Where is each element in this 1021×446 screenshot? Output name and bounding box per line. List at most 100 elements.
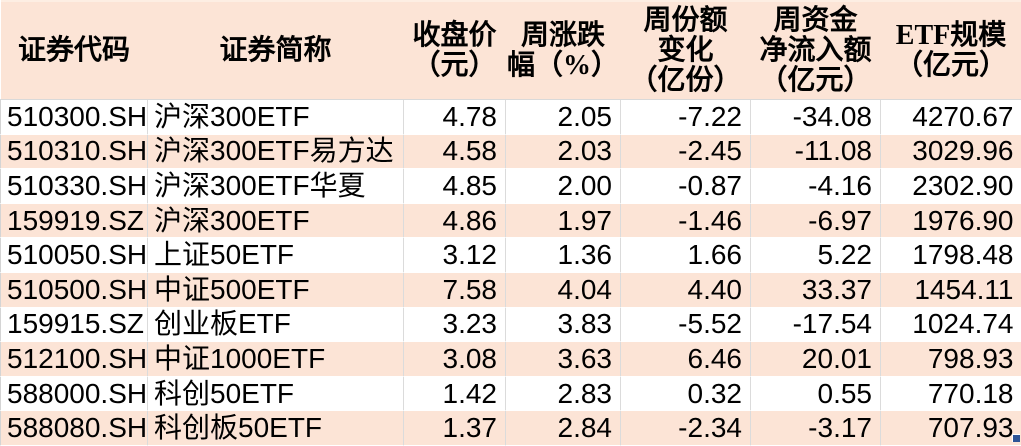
cell-weekly-change-pct[interactable]: 3.83 bbox=[506, 307, 621, 342]
cell-weekly-change-pct[interactable]: 2.00 bbox=[506, 169, 621, 204]
cell-weekly-net-inflow[interactable]: -17.54 bbox=[751, 307, 881, 342]
cell-close-price[interactable]: 3.23 bbox=[404, 307, 506, 342]
header-line: 收盘价 bbox=[404, 21, 506, 51]
cell-code[interactable]: 510050.SH bbox=[1, 238, 148, 273]
cell-name[interactable]: 沪深300ETF bbox=[148, 100, 404, 135]
cell-code[interactable]: 159919.SZ bbox=[1, 203, 148, 238]
cell-code[interactable]: 510310.SH bbox=[1, 134, 148, 169]
cell-name[interactable]: 上证50ETF bbox=[148, 238, 404, 273]
header-line: 周份额 bbox=[621, 6, 751, 36]
cell-etf-scale[interactable]: 798.93 bbox=[881, 342, 1021, 377]
cell-weekly-share-change[interactable]: 0.32 bbox=[621, 376, 751, 411]
cell-etf-scale[interactable]: 770.18 bbox=[881, 376, 1021, 411]
col-header-etf-scale[interactable]: ETF规模（亿元） bbox=[881, 1, 1021, 100]
col-header-code[interactable]: 证券代码 bbox=[1, 1, 148, 100]
cell-weekly-net-inflow[interactable]: 20.01 bbox=[751, 342, 881, 377]
cell-close-price[interactable]: 4.58 bbox=[404, 134, 506, 169]
cell-weekly-change-pct[interactable]: 2.03 bbox=[506, 134, 621, 169]
cell-weekly-share-change[interactable]: 1.66 bbox=[621, 238, 751, 273]
cell-close-price[interactable]: 7.58 bbox=[404, 272, 506, 307]
cell-code[interactable]: 588000.SH bbox=[1, 376, 148, 411]
cell-etf-scale[interactable]: 1798.48 bbox=[881, 238, 1021, 273]
header-line: 周涨跌 bbox=[506, 21, 621, 51]
header-line: 变化 bbox=[621, 36, 751, 66]
selection-fill-handle-icon[interactable] bbox=[1012, 434, 1020, 442]
cell-weekly-share-change[interactable]: -0.87 bbox=[621, 169, 751, 204]
cell-weekly-net-inflow[interactable]: -3.17 bbox=[751, 411, 881, 446]
cell-etf-scale[interactable]: 1024.74 bbox=[881, 307, 1021, 342]
header-row: 证券代码证券简称收盘价（元）周涨跌幅（%）周份额变化（亿份）周资金净流入额（亿元… bbox=[1, 1, 1021, 100]
header-line: （亿元） bbox=[881, 51, 1021, 81]
header-line: （元） bbox=[404, 51, 506, 81]
cell-close-price[interactable]: 4.86 bbox=[404, 203, 506, 238]
header-line: 幅（%） bbox=[506, 51, 621, 81]
cell-name[interactable]: 中证1000ETF bbox=[148, 342, 404, 377]
cell-weekly-share-change[interactable]: -1.46 bbox=[621, 203, 751, 238]
col-header-weekly-net-inflow[interactable]: 周资金净流入额（亿元） bbox=[751, 1, 881, 100]
cell-etf-scale[interactable]: 4270.67 bbox=[881, 100, 1021, 135]
cell-code[interactable]: 510500.SH bbox=[1, 272, 148, 307]
cell-etf-scale[interactable]: 3029.96 bbox=[881, 134, 1021, 169]
cell-weekly-share-change[interactable]: 6.46 bbox=[621, 342, 751, 377]
cell-weekly-net-inflow[interactable]: -6.97 bbox=[751, 203, 881, 238]
cell-weekly-change-pct[interactable]: 3.63 bbox=[506, 342, 621, 377]
cell-weekly-net-inflow[interactable]: -34.08 bbox=[751, 100, 881, 135]
cell-code[interactable]: 512100.SH bbox=[1, 342, 148, 377]
col-header-weekly-share-change[interactable]: 周份额变化（亿份） bbox=[621, 1, 751, 100]
cell-name[interactable]: 科创50ETF bbox=[148, 376, 404, 411]
col-header-weekly-change-pct[interactable]: 周涨跌幅（%） bbox=[506, 1, 621, 100]
cell-weekly-share-change[interactable]: 4.40 bbox=[621, 272, 751, 307]
cell-weekly-change-pct[interactable]: 2.05 bbox=[506, 100, 621, 135]
cell-weekly-change-pct[interactable]: 4.04 bbox=[506, 272, 621, 307]
cell-close-price[interactable]: 1.42 bbox=[404, 376, 506, 411]
cell-close-price[interactable]: 1.37 bbox=[404, 411, 506, 446]
cell-weekly-net-inflow[interactable]: -4.16 bbox=[751, 169, 881, 204]
cell-name[interactable]: 沪深300ETF易方达 bbox=[148, 134, 404, 169]
cell-weekly-share-change[interactable]: -2.45 bbox=[621, 134, 751, 169]
cell-name[interactable]: 沪深300ETF华夏 bbox=[148, 169, 404, 204]
cell-close-price[interactable]: 4.78 bbox=[404, 100, 506, 135]
col-header-name[interactable]: 证券简称 bbox=[148, 1, 404, 100]
cell-name[interactable]: 中证500ETF bbox=[148, 272, 404, 307]
header-line: （亿元） bbox=[751, 66, 881, 96]
cell-weekly-change-pct[interactable]: 1.36 bbox=[506, 238, 621, 273]
cell-name[interactable]: 科创板50ETF bbox=[148, 411, 404, 446]
cell-close-price[interactable]: 3.08 bbox=[404, 342, 506, 377]
cell-weekly-change-pct[interactable]: 2.84 bbox=[506, 411, 621, 446]
col-header-close-price[interactable]: 收盘价（元） bbox=[404, 1, 506, 100]
cell-weekly-share-change[interactable]: -2.34 bbox=[621, 411, 751, 446]
cell-weekly-net-inflow[interactable]: 5.22 bbox=[751, 238, 881, 273]
header-line: 净流入额 bbox=[751, 36, 881, 66]
cell-etf-scale[interactable]: 1976.90 bbox=[881, 203, 1021, 238]
header-line: ETF规模 bbox=[881, 21, 1021, 51]
cell-etf-scale[interactable]: 2302.90 bbox=[881, 169, 1021, 204]
cell-weekly-change-pct[interactable]: 2.83 bbox=[506, 376, 621, 411]
cell-weekly-share-change[interactable]: -7.22 bbox=[621, 100, 751, 135]
cell-weekly-share-change[interactable]: -5.52 bbox=[621, 307, 751, 342]
cell-weekly-net-inflow[interactable]: 33.37 bbox=[751, 272, 881, 307]
cell-code[interactable]: 510300.SH bbox=[1, 100, 148, 135]
cell-code[interactable]: 159915.SZ bbox=[1, 307, 148, 342]
cell-code[interactable]: 588080.SH bbox=[1, 411, 148, 446]
cell-etf-scale[interactable]: 1454.11 bbox=[881, 272, 1021, 307]
cell-weekly-change-pct[interactable]: 1.97 bbox=[506, 203, 621, 238]
cell-weekly-net-inflow[interactable]: -11.08 bbox=[751, 134, 881, 169]
cell-close-price[interactable]: 3.12 bbox=[404, 238, 506, 273]
cell-name[interactable]: 沪深300ETF bbox=[148, 203, 404, 238]
cell-weekly-net-inflow[interactable]: 0.55 bbox=[751, 376, 881, 411]
cell-close-price[interactable]: 4.85 bbox=[404, 169, 506, 204]
cell-code[interactable]: 510330.SH bbox=[1, 169, 148, 204]
cell-name[interactable]: 创业板ETF bbox=[148, 307, 404, 342]
header-line: （亿份） bbox=[621, 66, 751, 96]
cell-etf-scale[interactable]: 707.93 bbox=[881, 411, 1021, 446]
header-line: 证券简称 bbox=[148, 36, 404, 66]
